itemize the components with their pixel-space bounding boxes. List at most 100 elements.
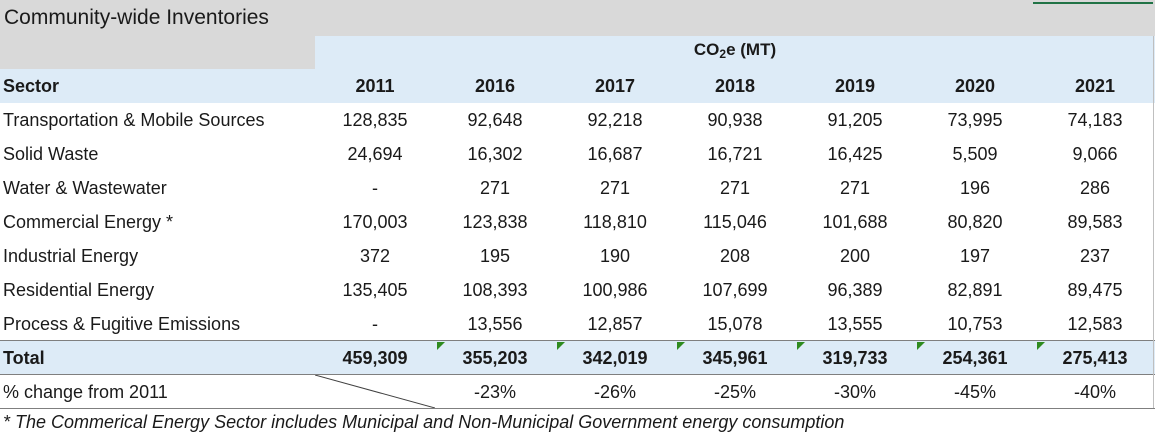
sector-label[interactable]: Residential Energy: [3, 280, 155, 300]
table-row: Industrial Energy 372 195 190 208 200 19…: [0, 239, 1155, 273]
change-cell[interactable]: -23%: [473, 382, 517, 402]
value-cell[interactable]: -: [372, 178, 378, 198]
value-cell[interactable]: 13,556: [467, 314, 523, 334]
sector-label[interactable]: Water & Wastewater: [3, 178, 167, 198]
sector-label[interactable]: Commercial Energy *: [3, 212, 174, 232]
total-cell[interactable]: 342,019: [582, 348, 648, 368]
value-cell[interactable]: 89,583: [1067, 212, 1123, 232]
error-indicator-icon[interactable]: [797, 342, 805, 350]
error-indicator-icon[interactable]: [437, 342, 445, 350]
value-cell[interactable]: 170,003: [342, 212, 408, 232]
gridline: [795, 0, 796, 36]
value-cell[interactable]: 123,838: [462, 212, 528, 232]
value-cell[interactable]: 16,687: [587, 144, 643, 164]
change-cell[interactable]: -30%: [833, 382, 877, 402]
value-cell[interactable]: 12,857: [587, 314, 643, 334]
value-cell[interactable]: 89,475: [1067, 280, 1123, 300]
total-cell[interactable]: 254,361: [942, 348, 1008, 368]
value-cell[interactable]: 372: [359, 246, 391, 266]
value-cell[interactable]: 92,218: [587, 110, 643, 130]
sector-label[interactable]: Process & Fugitive Emissions: [3, 314, 241, 334]
value-cell[interactable]: 74,183: [1067, 110, 1123, 130]
sector-label[interactable]: Solid Waste: [3, 144, 99, 164]
gridline: [555, 0, 556, 36]
total-cell[interactable]: 459,309: [342, 348, 408, 368]
value-cell[interactable]: 108,393: [462, 280, 528, 300]
value-cell[interactable]: 196: [959, 178, 991, 198]
value-cell[interactable]: 96,389: [827, 280, 883, 300]
value-cell[interactable]: 107,699: [702, 280, 768, 300]
value-cell[interactable]: 9,066: [1072, 144, 1118, 164]
units-label[interactable]: CO2e (MT): [693, 40, 777, 61]
value-cell[interactable]: 271: [479, 178, 511, 198]
header-year[interactable]: 2016: [474, 76, 516, 96]
value-cell[interactable]: 101,688: [822, 212, 888, 232]
error-indicator-icon[interactable]: [1037, 342, 1045, 350]
change-bottom-rule: [0, 408, 1155, 409]
total-label[interactable]: Total: [3, 348, 45, 368]
value-cell[interactable]: 100,986: [582, 280, 648, 300]
value-cell[interactable]: 237: [1079, 246, 1111, 266]
value-cell[interactable]: 82,891: [947, 280, 1003, 300]
title-band: [0, 0, 1155, 36]
value-cell[interactable]: 286: [1079, 178, 1111, 198]
value-cell[interactable]: 73,995: [947, 110, 1003, 130]
total-cell[interactable]: 345,961: [702, 348, 768, 368]
value-cell[interactable]: 16,721: [707, 144, 763, 164]
change-cell[interactable]: -45%: [953, 382, 997, 402]
value-cell[interactable]: 80,820: [947, 212, 1003, 232]
header-year[interactable]: 2021: [1074, 76, 1116, 96]
header-year[interactable]: 2020: [954, 76, 996, 96]
value-cell[interactable]: 5,509: [952, 144, 998, 164]
value-cell[interactable]: 118,810: [583, 212, 647, 232]
value-cell[interactable]: 92,648: [467, 110, 523, 130]
value-cell[interactable]: 195: [479, 246, 511, 266]
value-cell[interactable]: 16,302: [467, 144, 523, 164]
value-cell[interactable]: 271: [839, 178, 871, 198]
value-cell[interactable]: 15,078: [707, 314, 763, 334]
error-indicator-icon[interactable]: [677, 342, 685, 350]
header-year[interactable]: 2017: [594, 76, 636, 96]
value-cell[interactable]: 91,205: [827, 110, 883, 130]
value-cell[interactable]: 128,835: [342, 110, 408, 130]
change-cell[interactable]: -25%: [713, 382, 757, 402]
value-cell[interactable]: 200: [839, 246, 871, 266]
change-label[interactable]: % change from 2011: [3, 382, 168, 402]
value-cell[interactable]: 190: [599, 246, 631, 266]
value-cell[interactable]: 12,583: [1067, 314, 1123, 334]
gridline: [675, 0, 676, 36]
header-sector[interactable]: Sector: [3, 76, 60, 96]
footnote[interactable]: * The Commerical Energy Sector includes …: [3, 412, 845, 432]
value-cell[interactable]: 271: [719, 178, 751, 198]
error-indicator-icon[interactable]: [917, 342, 925, 350]
value-cell[interactable]: 13,555: [827, 314, 883, 334]
table-title[interactable]: Community-wide Inventories: [4, 6, 269, 29]
total-cell[interactable]: 355,203: [462, 348, 528, 368]
total-band: [0, 341, 1155, 374]
value-cell[interactable]: 197: [959, 246, 991, 266]
value-cell[interactable]: 135,405: [342, 280, 408, 300]
error-indicator-icon[interactable]: [557, 342, 565, 350]
header-year[interactable]: 2011: [355, 76, 395, 96]
header-year[interactable]: 2019: [834, 76, 876, 96]
gridline: [915, 0, 916, 36]
value-cell[interactable]: 16,425: [827, 144, 883, 164]
value-cell[interactable]: 10,753: [947, 314, 1003, 334]
header-year[interactable]: 2018: [714, 76, 756, 96]
value-cell[interactable]: 24,694: [347, 144, 403, 164]
change-cell[interactable]: -40%: [1073, 382, 1117, 402]
value-cell[interactable]: -: [372, 314, 378, 334]
change-row: % change from 2011 -23% -26% -25% -30% -…: [0, 375, 1155, 408]
sector-label[interactable]: Industrial Energy: [3, 246, 139, 266]
value-cell[interactable]: 90,938: [707, 110, 763, 130]
change-cell[interactable]: -26%: [593, 382, 637, 402]
value-cell[interactable]: 115,046: [703, 212, 767, 232]
title-band-extension: [0, 36, 315, 69]
sector-label[interactable]: Transportation & Mobile Sources: [3, 110, 265, 130]
table-row: Commercial Energy * 170,003 123,838 118,…: [0, 205, 1155, 239]
total-cell[interactable]: 319,733: [822, 348, 888, 368]
value-cell[interactable]: 271: [599, 178, 631, 198]
total-cell[interactable]: 275,413: [1062, 348, 1128, 368]
value-cell[interactable]: 208: [719, 246, 751, 266]
